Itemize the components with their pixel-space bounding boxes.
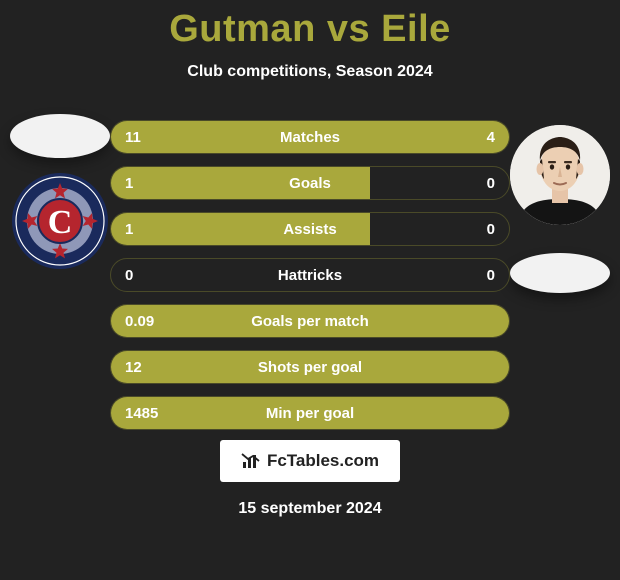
stat-label: Shots per goal bbox=[111, 351, 509, 383]
club-badge-right-placeholder bbox=[510, 253, 610, 293]
player-photo-left-placeholder bbox=[10, 114, 110, 158]
footer-date: 15 september 2024 bbox=[0, 500, 620, 518]
stat-label: Hattricks bbox=[111, 259, 509, 291]
club-badge-left: C bbox=[10, 178, 110, 264]
stat-label: Goals per match bbox=[111, 305, 509, 337]
stat-row-goals: 1 Goals 0 bbox=[110, 166, 510, 200]
stat-right-value: 0 bbox=[487, 213, 495, 245]
stat-right-value: 4 bbox=[487, 121, 495, 153]
subtitle: Club competitions, Season 2024 bbox=[0, 63, 620, 81]
footer-logo[interactable]: FcTables.com bbox=[220, 440, 400, 482]
stat-label: Assists bbox=[111, 213, 509, 245]
footer-logo-text: FcTables.com bbox=[267, 451, 379, 471]
stat-right-value: 0 bbox=[487, 167, 495, 199]
stat-label: Matches bbox=[111, 121, 509, 153]
stat-label: Min per goal bbox=[111, 397, 509, 429]
stat-row-goals-per-match: 0.09 Goals per match bbox=[110, 304, 510, 338]
stat-row-hattricks: 0 Hattricks 0 bbox=[110, 258, 510, 292]
player-photo-right bbox=[510, 125, 610, 225]
chicago-fire-badge-icon: C bbox=[10, 171, 110, 271]
comparison-bars: 11 Matches 4 1 Goals 0 1 Assists 0 0 Hat… bbox=[110, 120, 510, 442]
page-title: Gutman vs Eile bbox=[0, 0, 620, 51]
stat-right-value: 0 bbox=[487, 259, 495, 291]
bar-chart-icon bbox=[241, 452, 263, 470]
player-portrait-icon bbox=[510, 125, 610, 225]
stat-row-shots-per-goal: 12 Shots per goal bbox=[110, 350, 510, 384]
stat-label: Goals bbox=[111, 167, 509, 199]
stat-row-min-per-goal: 1485 Min per goal bbox=[110, 396, 510, 430]
stat-row-assists: 1 Assists 0 bbox=[110, 212, 510, 246]
club-badge-right bbox=[510, 230, 610, 316]
stat-row-matches: 11 Matches 4 bbox=[110, 120, 510, 154]
badge-letter: C bbox=[48, 204, 73, 241]
